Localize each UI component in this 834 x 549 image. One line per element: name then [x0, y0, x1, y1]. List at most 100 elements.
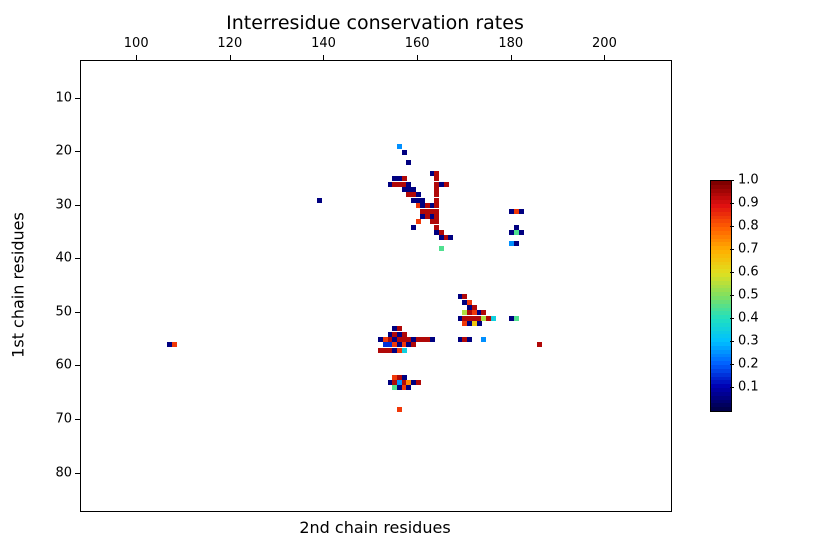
- colorbar-tick-mark: [730, 341, 734, 342]
- x-tick-mark: [323, 55, 324, 60]
- y-axis-label: 1st chain residues: [9, 60, 28, 510]
- heatmap-cell: [416, 192, 421, 197]
- y-tick-label: 50: [50, 304, 72, 319]
- colorbar-tick-mark: [730, 249, 734, 250]
- heatmap-cell: [402, 375, 407, 380]
- colorbar-tick-label: 0.8: [738, 219, 759, 234]
- y-tick-label: 80: [50, 465, 72, 480]
- colorbar-tick-label: 0.2: [738, 357, 759, 372]
- y-tick-label: 40: [50, 251, 72, 266]
- colorbar-tick-mark: [730, 226, 734, 227]
- heatmap-cell: [434, 176, 439, 181]
- heatmap-cell: [434, 214, 439, 219]
- x-tick-mark: [604, 55, 605, 60]
- heatmap-cell: [481, 310, 486, 315]
- heatmap-cell: [402, 332, 407, 337]
- heatmap-cell: [397, 144, 402, 149]
- heatmap-cell: [406, 182, 411, 187]
- plot-area: [80, 60, 672, 512]
- colorbar-tick-label: 0.3: [738, 334, 759, 349]
- colorbar-tick-label: 0.6: [738, 265, 759, 280]
- heatmap-cell: [402, 176, 407, 181]
- heatmap-cell: [416, 380, 421, 385]
- heatmap-cell: [411, 225, 416, 230]
- colorbar-tick-label: 1.0: [738, 173, 759, 188]
- y-tick-label: 20: [50, 144, 72, 159]
- colorbar-tick-label: 0.5: [738, 288, 759, 303]
- heatmap-cell: [439, 230, 444, 235]
- colorbar-tick-mark: [730, 295, 734, 296]
- x-axis-label: 2nd chain residues: [80, 518, 670, 537]
- heatmap-cell: [420, 198, 425, 203]
- heatmap-cell: [444, 182, 449, 187]
- y-tick-label: 60: [50, 358, 72, 373]
- heatmap-cell: [434, 187, 439, 192]
- heatmap-cell: [462, 294, 467, 299]
- colorbar-tick-label: 0.1: [738, 380, 759, 395]
- heatmap-cell: [514, 241, 519, 246]
- y-tick-mark: [75, 98, 80, 99]
- x-tick-mark: [230, 55, 231, 60]
- heatmap-cell: [472, 305, 477, 310]
- heatmap-cell: [477, 321, 482, 326]
- heatmap-cell: [434, 219, 439, 224]
- y-tick-label: 70: [50, 411, 72, 426]
- heatmap-cell: [434, 198, 439, 203]
- heatmap-cell: [416, 219, 421, 224]
- x-tick-label: 120: [217, 36, 242, 51]
- y-tick-mark: [75, 258, 80, 259]
- y-tick-mark: [75, 473, 80, 474]
- y-tick-label: 30: [50, 197, 72, 212]
- colorbar-tick-mark: [730, 387, 734, 388]
- x-tick-mark: [417, 55, 418, 60]
- colorbar: [710, 180, 732, 412]
- heatmap-cell: [467, 300, 472, 305]
- y-tick-mark: [75, 151, 80, 152]
- chart-title: Interresidue conservation rates: [80, 12, 670, 34]
- heatmap-cell: [402, 348, 407, 353]
- y-tick-mark: [75, 312, 80, 313]
- heatmap-cell: [481, 337, 486, 342]
- colorbar-segment: [711, 407, 731, 411]
- colorbar-tick-mark: [730, 364, 734, 365]
- x-tick-label: 160: [405, 36, 430, 51]
- heatmap-cell: [406, 160, 411, 165]
- heatmap-cell: [434, 209, 439, 214]
- heatmap-cell: [434, 225, 439, 230]
- heatmap-cell: [519, 209, 524, 214]
- chart-container: Interresidue conservation rates 2nd chai…: [0, 0, 834, 549]
- heatmap-cell: [514, 316, 519, 321]
- x-tick-label: 200: [592, 36, 617, 51]
- x-tick-label: 180: [498, 36, 523, 51]
- heatmap-cell: [467, 337, 472, 342]
- colorbar-tick-label: 0.9: [738, 196, 759, 211]
- heatmap-cell: [519, 230, 524, 235]
- heatmap-cell: [430, 337, 435, 342]
- heatmap-cell: [402, 150, 407, 155]
- colorbar-tick-mark: [730, 203, 734, 204]
- y-tick-mark: [75, 205, 80, 206]
- heatmap-cell: [514, 225, 519, 230]
- colorbar-tick-mark: [730, 272, 734, 273]
- heatmap-cell: [411, 187, 416, 192]
- heatmap-cell: [434, 192, 439, 197]
- colorbar-tick-mark: [730, 180, 734, 181]
- heatmap-cell: [397, 407, 402, 412]
- y-tick-mark: [75, 365, 80, 366]
- heatmap-cell: [448, 235, 453, 240]
- x-tick-mark: [136, 55, 137, 60]
- colorbar-tick-mark: [730, 318, 734, 319]
- heatmap-cell: [317, 198, 322, 203]
- y-tick-mark: [75, 419, 80, 420]
- x-tick-mark: [511, 55, 512, 60]
- colorbar-tick-label: 0.4: [738, 311, 759, 326]
- heatmap-cell: [439, 246, 444, 251]
- x-tick-label: 100: [124, 36, 149, 51]
- y-tick-label: 10: [50, 90, 72, 105]
- heatmap-cell: [537, 342, 542, 347]
- x-tick-label: 140: [311, 36, 336, 51]
- heatmap-cell: [411, 342, 416, 347]
- heatmap-cell: [434, 203, 439, 208]
- heatmap-cell: [491, 316, 496, 321]
- heatmap-cell: [172, 342, 177, 347]
